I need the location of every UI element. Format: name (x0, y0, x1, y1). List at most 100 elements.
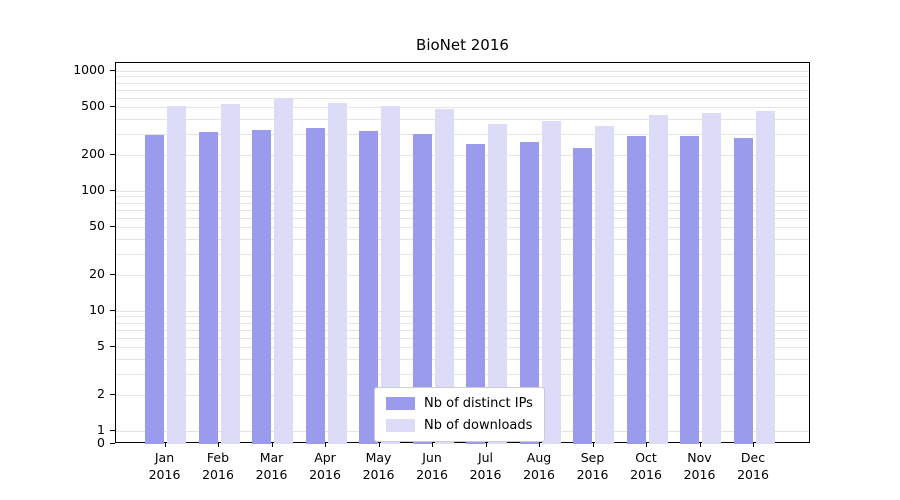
gridline (116, 373, 809, 375)
gridline (116, 274, 809, 276)
gridline (116, 97, 809, 99)
x-tick-label: Dec 2016 (737, 450, 769, 482)
x-tick-mark (753, 443, 754, 447)
legend-swatch-distinct-ips (386, 397, 415, 410)
gridline (116, 154, 809, 156)
gridline (116, 71, 809, 72)
bar-distinct-ips-may (359, 131, 378, 444)
y-tick-mark (110, 106, 115, 108)
x-tick-label: Sep 2016 (576, 450, 609, 482)
y-tick-label: 10 (89, 302, 105, 317)
bar-downloads-jul (488, 124, 507, 444)
y-tick-mark (110, 346, 115, 348)
gridline (116, 209, 809, 211)
plot-area: Nb of distinct IPs Nb of downloads (115, 62, 810, 444)
legend-label-downloads: Nb of downloads (424, 418, 533, 433)
bar-downloads-nov (702, 112, 721, 444)
y-tick-label: 100 (81, 182, 105, 197)
gridline (116, 191, 809, 192)
bar-downloads-jan (167, 106, 186, 444)
gridline (116, 196, 809, 198)
legend-item-downloads: Nb of downloads (386, 418, 533, 433)
legend-swatch-downloads (386, 419, 415, 432)
y-tick-label: 1 (97, 422, 105, 437)
x-tick-mark (271, 443, 273, 447)
y-tick-mark (110, 443, 115, 444)
bar-downloads-feb (220, 104, 240, 444)
gridline (116, 347, 809, 349)
x-tick-mark (485, 443, 487, 447)
y-tick-mark (110, 273, 115, 275)
y-tick-mark (110, 190, 115, 191)
y-tick-label: 50 (89, 218, 105, 234)
y-tick-label: 1000 (73, 62, 105, 77)
y-tick-mark (110, 226, 115, 228)
bar-distinct-ips-jun (412, 133, 432, 444)
legend: Nb of distinct IPs Nb of downloads (374, 387, 545, 442)
x-tick-label: Apr 2016 (309, 450, 341, 482)
gridline (116, 322, 809, 324)
x-tick-label: May 2016 (362, 450, 395, 482)
bar-distinct-ips-apr (305, 127, 325, 444)
gridline (116, 107, 809, 109)
y-tick-label: 20 (89, 265, 105, 281)
bar-distinct-ips-jul (466, 144, 485, 444)
y-tick-mark (110, 153, 115, 155)
x-tick-label: Aug 2016 (523, 450, 555, 482)
x-tick-label: Mar 2016 (255, 450, 288, 482)
bar-distinct-ips-feb (198, 132, 218, 444)
bar-downloads-may (381, 105, 400, 444)
bar-distinct-ips-jan (145, 134, 164, 444)
bar-downloads-oct (648, 114, 668, 444)
gridline (116, 133, 809, 135)
gridline (116, 118, 809, 120)
x-tick-label: Nov 2016 (683, 450, 716, 482)
legend-label-distinct-ips: Nb of distinct IPs (424, 396, 533, 411)
y-tick-label: 5 (97, 338, 105, 354)
x-tick-mark (325, 443, 326, 447)
gridline (116, 329, 809, 331)
gridline (116, 337, 809, 339)
x-tick-mark (699, 443, 701, 447)
gridline (116, 358, 809, 360)
x-tick-label: Jul 2016 (469, 450, 502, 482)
x-tick-mark (646, 443, 647, 447)
gridline (116, 238, 809, 240)
x-tick-mark (378, 443, 380, 447)
x-tick-mark (539, 443, 540, 447)
bar-distinct-ips-nov (680, 136, 699, 444)
y-tick-mark (110, 70, 115, 71)
bar-downloads-apr (327, 102, 347, 444)
y-tick-label: 200 (81, 145, 105, 161)
y-tick-mark (110, 310, 115, 311)
bar-downloads-dec (755, 110, 775, 444)
bar-distinct-ips-aug (519, 142, 539, 444)
bar-downloads-aug (541, 120, 561, 444)
bar-distinct-ips-oct (626, 136, 646, 444)
gridline (116, 316, 809, 318)
y-tick-mark (110, 393, 115, 395)
y-tick-label: 500 (81, 98, 105, 114)
y-tick-mark (110, 430, 115, 431)
x-tick-mark (164, 443, 166, 447)
gridline (116, 202, 809, 204)
x-tick-mark (432, 443, 433, 447)
legend-item-distinct-ips: Nb of distinct IPs (386, 396, 533, 411)
y-tick-label: 0 (97, 435, 105, 450)
gridline (116, 253, 809, 255)
gridline (116, 227, 809, 229)
x-tick-label: Oct 2016 (630, 450, 662, 482)
gridline (116, 89, 809, 91)
gridline (116, 76, 809, 78)
gridline (116, 217, 809, 219)
bar-distinct-ips-mar (252, 129, 271, 444)
bar-distinct-ips-dec (733, 138, 753, 444)
x-tick-label: Feb 2016 (202, 450, 234, 482)
bar-downloads-sep (595, 126, 614, 444)
x-tick-label: Jan 2016 (148, 450, 181, 482)
gridline (116, 82, 809, 84)
y-tick-label: 2 (97, 385, 105, 401)
bar-distinct-ips-sep (573, 147, 592, 444)
x-tick-mark (218, 443, 219, 447)
